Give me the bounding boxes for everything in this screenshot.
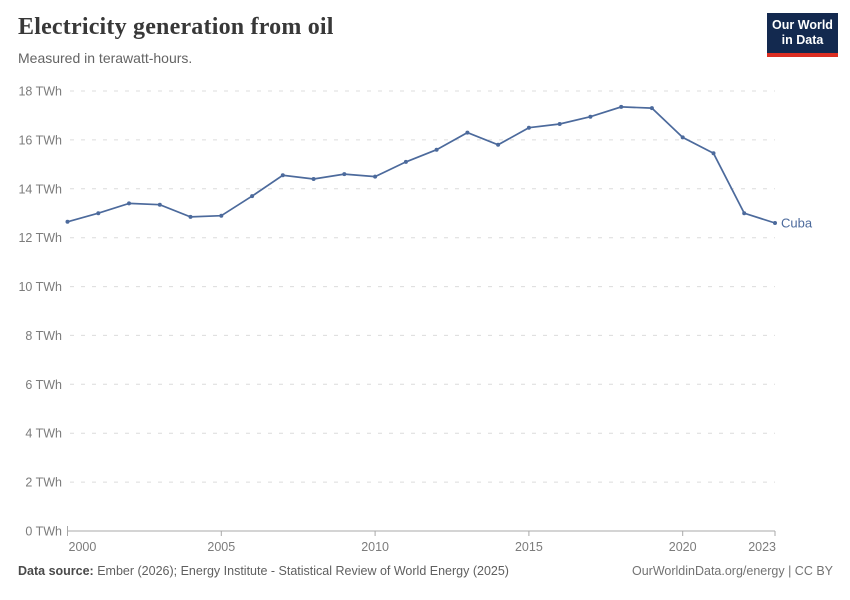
y-axis-tick-label: 2 TWh <box>25 476 62 490</box>
data-point[interactable] <box>680 135 685 140</box>
data-point[interactable] <box>250 194 255 199</box>
x-axis-tick-label: 2020 <box>669 540 697 554</box>
y-axis-tick-label: 18 TWh <box>18 85 62 99</box>
footer-attribution: OurWorldinData.org/energy | CC BY <box>631 564 833 578</box>
x-axis-tick-label: 2000 <box>69 540 97 554</box>
data-source: Data source: Ember (2026); Energy Instit… <box>18 564 509 578</box>
owid-logo: Our World in Data <box>767 13 838 57</box>
chart-title: Electricity generation from oil <box>18 14 334 40</box>
data-point[interactable] <box>742 211 747 216</box>
data-point[interactable] <box>188 214 193 219</box>
chart-subtitle: Measured in terawatt-hours. <box>18 50 193 66</box>
y-axis-tick-label: 14 TWh <box>18 182 62 196</box>
data-source-text: Ember (2026); Energy Institute - Statist… <box>93 564 509 578</box>
data-point[interactable] <box>311 177 316 181</box>
data-point[interactable] <box>619 104 624 109</box>
x-axis-tick-label: 2015 <box>515 540 543 554</box>
data-point[interactable] <box>649 106 654 111</box>
line-chart-canvas[interactable]: 0 TWh 2 TWh 4 TWh 6 TWh 8 TWh 10 TWh 12 TWh 14 … <box>0 80 850 560</box>
series-end-label: Cuba <box>781 216 813 231</box>
data-point[interactable] <box>773 221 777 225</box>
data-point[interactable] <box>465 130 470 135</box>
owid-logo-line1: Our World <box>772 18 833 32</box>
data-point[interactable] <box>342 172 347 177</box>
data-point[interactable] <box>280 173 285 178</box>
y-axis-tick-label: 16 TWh <box>18 133 62 147</box>
y-axis-tick-label: 4 TWh <box>25 427 62 441</box>
y-axis-tick-label: 10 TWh <box>18 280 62 294</box>
data-point[interactable] <box>373 174 378 179</box>
x-axis-tick-label: 2023 <box>748 540 776 554</box>
series-line-cuba[interactable] <box>67 106 776 224</box>
data-point[interactable] <box>588 114 593 119</box>
data-point[interactable] <box>157 202 162 207</box>
owid-logo-line2: in Data <box>781 33 824 48</box>
chart-footer: Data source: Ember (2026); Energy Instit… <box>18 564 833 578</box>
data-point[interactable] <box>403 159 408 164</box>
x-axis-tick-label: 2010 <box>361 540 389 554</box>
data-point[interactable] <box>96 211 101 216</box>
data-point[interactable] <box>127 201 131 206</box>
data-point[interactable] <box>434 147 439 152</box>
y-axis-tick-label: 0 TWh <box>25 525 62 539</box>
data-point[interactable] <box>65 219 70 224</box>
data-source-label: Data source: <box>18 564 94 578</box>
data-point[interactable] <box>219 213 224 218</box>
x-axis-tick-label: 2005 <box>207 540 235 554</box>
data-point[interactable] <box>557 122 562 126</box>
y-axis-tick-label: 12 TWh <box>18 231 62 245</box>
data-point[interactable] <box>711 151 716 156</box>
data-point[interactable] <box>496 142 501 147</box>
y-axis-tick-label: 6 TWh <box>25 378 62 392</box>
data-point[interactable] <box>526 125 531 130</box>
y-axis-tick-label: 8 TWh <box>25 329 62 343</box>
